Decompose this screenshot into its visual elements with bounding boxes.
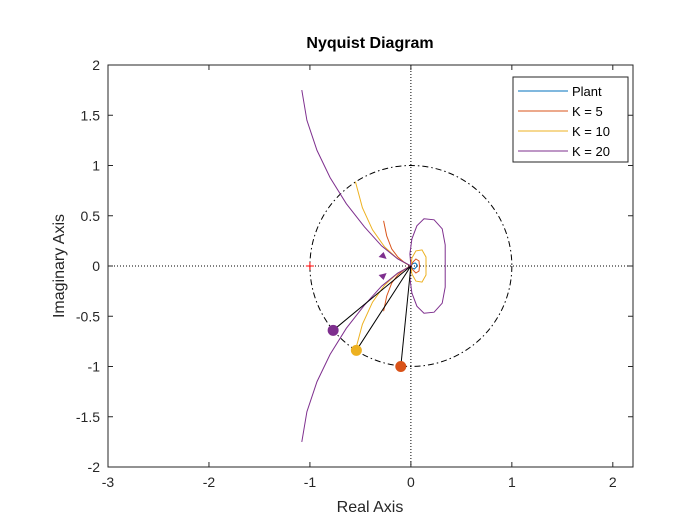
direction-arrow-1 xyxy=(378,251,387,259)
y-tick-label: 2 xyxy=(92,57,100,73)
series-k-20-marker xyxy=(327,324,339,336)
series-k-5-marker xyxy=(395,361,407,372)
series-k-20-curve xyxy=(301,90,446,442)
legend-entries: Plant K = 5 K = 10 K = 20 xyxy=(518,84,610,159)
x-tick-label: 0 xyxy=(407,474,415,490)
x-tick-label: 1 xyxy=(508,474,516,490)
direction-arrow-2 xyxy=(378,273,387,281)
series-k-10-marker xyxy=(350,344,362,356)
y-tick-label: 1 xyxy=(92,158,100,174)
legend-label-plant: Plant xyxy=(572,84,602,99)
y-tick-label: 0.5 xyxy=(81,208,101,224)
x-axis-label: Real Axis xyxy=(337,499,404,516)
ticks: -3 -2 -1 0 1 2-2-1.5-1-0.500.511.52 xyxy=(76,57,633,490)
series-k-10-vector xyxy=(355,265,412,351)
y-tick-label: 0 xyxy=(92,258,100,274)
series-k-20-vector xyxy=(332,265,412,331)
y-tick-label: -1 xyxy=(88,359,101,375)
legend-label-k-5: K = 5 xyxy=(572,104,603,119)
legend-label-k-10: K = 10 xyxy=(572,124,610,139)
x-tick-label: -2 xyxy=(203,474,216,490)
x-tick-label: -3 xyxy=(102,474,115,490)
y-tick-label: -0.5 xyxy=(76,308,100,324)
legend-box xyxy=(512,76,629,163)
legend: Plant K = 5 K = 10 K = 20 xyxy=(512,76,629,163)
x-tick-label: 2 xyxy=(609,474,617,490)
x-tick-label: -1 xyxy=(304,474,317,490)
series-k-5-vector xyxy=(400,265,412,367)
y-axis-label: Imaginary Axis xyxy=(51,214,68,318)
legend-label-k-20: K = 20 xyxy=(572,144,610,159)
y-tick-label: 1.5 xyxy=(81,107,101,123)
chart-title: Nyquist Diagram xyxy=(306,35,433,52)
y-tick-label: -2 xyxy=(88,459,101,475)
y-tick-label: -1.5 xyxy=(76,409,100,425)
plot-content xyxy=(108,65,633,467)
series-k-5-curve xyxy=(383,220,421,312)
